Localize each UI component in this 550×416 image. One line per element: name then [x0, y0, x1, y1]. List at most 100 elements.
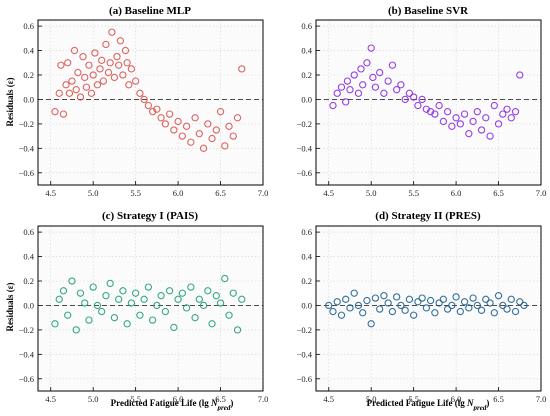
data-point — [191, 314, 199, 322]
data-point — [199, 144, 208, 152]
data-point — [91, 49, 99, 57]
x-tick-label: 5.5 — [408, 394, 419, 404]
data-point — [144, 101, 153, 110]
x-tick-label: 5.0 — [88, 394, 99, 404]
y-tick-label: 0.2 — [301, 276, 312, 286]
data-point — [216, 299, 225, 307]
data-point — [482, 114, 490, 122]
data-point — [161, 120, 170, 128]
data-point — [55, 89, 63, 97]
data-point — [238, 65, 246, 73]
data-point — [367, 320, 375, 328]
data-point — [51, 108, 59, 116]
data-point — [359, 309, 367, 317]
data-point — [452, 114, 460, 122]
x-tick-label: 5.0 — [366, 394, 377, 404]
data-point — [354, 89, 363, 97]
data-point — [59, 287, 68, 295]
data-point — [225, 122, 233, 130]
data-point — [119, 71, 127, 79]
x-tick-label: 6.0 — [173, 394, 184, 404]
data-point — [99, 77, 108, 85]
plot-frame-c — [37, 225, 264, 392]
data-point — [212, 126, 220, 134]
data-point — [384, 299, 392, 307]
data-point — [426, 296, 435, 305]
x-tick-label: 6.5 — [215, 188, 226, 198]
y-tick-label: 0.2 — [23, 70, 34, 80]
data-point — [499, 301, 507, 310]
data-point — [76, 289, 85, 297]
y-tick-label: −0.2 — [19, 119, 34, 129]
data-point — [65, 89, 74, 97]
data-point — [191, 114, 199, 122]
data-point — [82, 83, 91, 91]
data-point — [367, 44, 375, 52]
data-point — [89, 283, 97, 291]
data-point — [57, 61, 65, 69]
data-point — [157, 292, 165, 300]
data-point — [329, 101, 337, 110]
data-point — [102, 292, 110, 300]
y-tick-label: −0.2 — [297, 325, 312, 335]
x-tick-label: 6.0 — [173, 188, 184, 198]
data-point — [79, 53, 87, 61]
x-tick-label: 4.5 — [323, 394, 334, 404]
data-point — [343, 77, 352, 85]
y-tick-label: 0.0 — [301, 300, 312, 310]
data-point — [405, 295, 414, 303]
data-point — [110, 314, 119, 322]
x-tick-label: 7.0 — [258, 188, 269, 198]
data-point — [110, 73, 119, 82]
data-point — [136, 311, 144, 319]
data-point — [325, 301, 333, 310]
data-point — [89, 71, 97, 79]
data-point — [81, 299, 89, 307]
data-point — [131, 289, 140, 297]
data-point — [87, 89, 96, 97]
data-point — [350, 289, 358, 297]
data-point — [153, 301, 161, 310]
y-tick-label: −0.4 — [297, 349, 313, 359]
data-point — [233, 114, 242, 122]
data-point — [494, 120, 503, 128]
data-point — [443, 305, 452, 313]
data-point — [337, 83, 346, 91]
data-point — [516, 71, 524, 79]
data-point — [376, 68, 384, 77]
data-point — [72, 86, 80, 94]
data-point — [354, 301, 363, 310]
data-point — [123, 320, 131, 328]
data-point — [516, 298, 524, 306]
plot-frame-a — [37, 19, 264, 186]
data-point — [503, 305, 511, 313]
data-point — [106, 279, 114, 288]
data-point — [431, 110, 439, 118]
data-point — [499, 110, 507, 118]
data-point — [346, 304, 354, 312]
y-tick-label: 0.4 — [301, 46, 312, 56]
data-point — [127, 299, 136, 307]
data-point — [93, 81, 102, 89]
data-point — [187, 283, 195, 291]
data-point — [204, 287, 212, 295]
x-tick-label: 7.0 — [536, 394, 547, 404]
panel-c: (c) Strategy I (PAIS) 4.5 5.0 5.5 6.0 6.5 7.0… — [19, 210, 269, 404]
data-point — [439, 295, 448, 303]
data-point — [477, 306, 486, 314]
data-point — [469, 117, 477, 126]
data-point — [380, 89, 388, 97]
data-point — [418, 294, 426, 302]
data-point — [208, 320, 216, 328]
data-point — [342, 295, 350, 303]
data-point — [204, 120, 212, 128]
x-tick-label: 5.5 — [130, 394, 141, 404]
y-tick-label: 0.6 — [301, 227, 312, 237]
data-point — [165, 287, 174, 295]
data-point — [388, 307, 397, 316]
data-point — [456, 120, 464, 128]
data-point — [357, 65, 365, 73]
data-point — [448, 122, 456, 130]
panel-a: (a) Baseline MLP 4.5 5.0 5.5 6.0 6.5 7.0 0.6 0.… — [19, 5, 269, 198]
